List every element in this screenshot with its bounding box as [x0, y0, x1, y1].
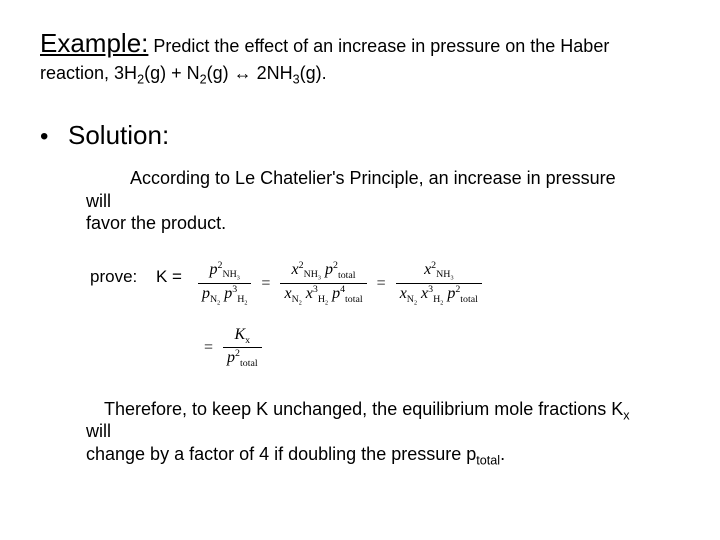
principle-line1: According to Le Chatelier's Principle, a…	[86, 168, 616, 211]
example-word: Example:	[40, 28, 148, 58]
equals-1: =	[253, 275, 278, 293]
k-equals: K =	[156, 261, 196, 287]
reaction-prefix: reaction, 3H	[40, 63, 137, 83]
therefore-line1a: Therefore, to keep K unchanged, the equi…	[104, 399, 623, 419]
therefore-line2b: .	[500, 444, 505, 464]
example-rest: Predict the effect of an increase in pre…	[148, 36, 609, 56]
reaction-g2: (g) ↔ 2NH	[207, 63, 293, 83]
equation-row-2: = Kx p2total	[196, 327, 484, 370]
fraction-1: p2NH3 pN2 p3H2	[198, 261, 251, 308]
fraction-4: Kx p2total	[223, 327, 262, 370]
equation-row-1: p2NH3 pN2 p3H2 = x2NH3 p2total xN2 x3H2	[196, 261, 484, 308]
fraction-2: x2NH3 p2total xN2 x3H2 p4total	[280, 261, 366, 308]
therefore-line2a: change by a factor of 4 if doubling the …	[86, 444, 476, 464]
equals-3: =	[196, 339, 221, 357]
fraction-3: x2NH3 xN2 x3H2 p2total	[396, 261, 482, 308]
reaction-sub2: 2	[200, 73, 207, 87]
principle-line2: favor the product.	[86, 213, 226, 233]
therefore-sub1: x	[623, 408, 629, 422]
equals-2: =	[369, 275, 394, 293]
equation-area: p2NH3 pN2 p3H2 = x2NH3 p2total xN2 x3H2	[196, 261, 484, 370]
therefore-paragraph: Therefore, to keep K unchanged, the equi…	[86, 398, 634, 466]
solution-bullet: • Solution:	[40, 120, 680, 151]
example-title: Example: Predict the effect of an increa…	[40, 28, 680, 59]
principle-paragraph: According to Le Chatelier's Principle, a…	[86, 167, 634, 235]
solution-word: Solution:	[68, 120, 169, 151]
reaction-sub3: 3	[293, 73, 300, 87]
therefore-line1b: will	[86, 421, 111, 441]
reaction-line: reaction, 3H2(g) + N2(g) ↔ 2NH3(g).	[40, 63, 680, 84]
therefore-sub2: total	[476, 453, 500, 467]
bullet-dot: •	[40, 123, 68, 151]
prove-row: prove: K = p2NH3 pN2 p3H2 = x2NH3 p2t	[90, 261, 680, 370]
prove-label: prove:	[90, 261, 156, 287]
reaction-g1: (g) + N	[144, 63, 200, 83]
reaction-g3: (g).	[300, 63, 327, 83]
